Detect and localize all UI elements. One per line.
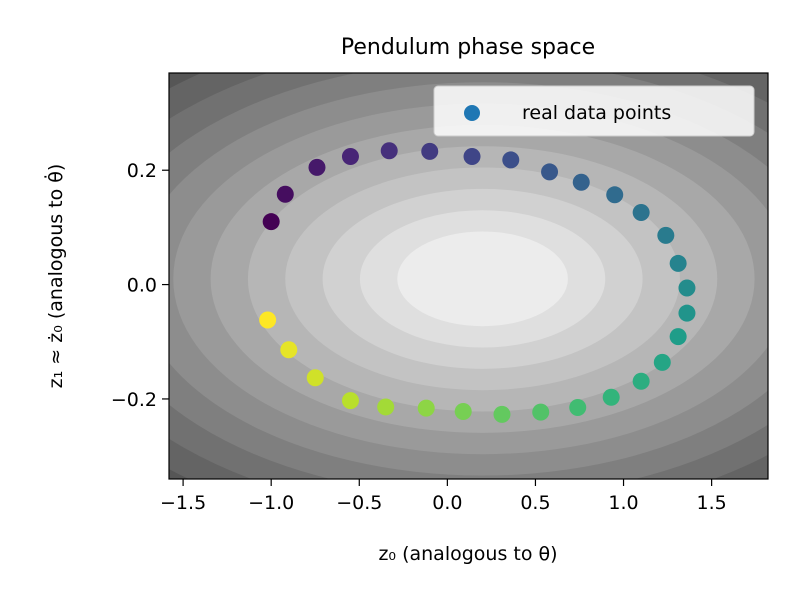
data-point: [572, 173, 590, 191]
data-point: [454, 403, 472, 421]
y-tick-label: 0.0: [127, 275, 157, 297]
data-point: [341, 392, 359, 410]
legend-marker: [464, 105, 480, 121]
x-tick-label: 0.0: [432, 492, 462, 514]
legend-label: real data points: [522, 102, 671, 124]
data-point: [657, 226, 675, 244]
data-point: [463, 147, 481, 165]
data-point: [306, 369, 324, 387]
legend-box: [433, 85, 755, 137]
x-tick-label: −1.5: [160, 492, 206, 514]
y-tick-label: −0.2: [111, 389, 157, 411]
x-tick-label: −0.5: [336, 492, 382, 514]
data-point: [669, 254, 687, 272]
data-point: [308, 158, 326, 176]
data-point: [259, 311, 277, 329]
x-tick-label: 1.5: [697, 492, 727, 514]
data-point: [262, 213, 280, 231]
data-point: [276, 185, 294, 203]
data-point: [602, 388, 620, 406]
y-axis-ticks: −0.2 0.0 0.2: [111, 160, 169, 411]
y-axis-label: z₁ ≈ ż₀ (analogous to θ̇): [43, 164, 67, 389]
data-point: [341, 147, 359, 165]
data-point: [632, 204, 650, 222]
data-point: [502, 151, 520, 169]
x-tick-label: −1.0: [248, 492, 294, 514]
data-point: [678, 279, 696, 297]
data-point: [569, 399, 587, 417]
data-point: [532, 403, 550, 421]
data-point: [653, 353, 671, 371]
x-axis-label: z₀ (analogous to θ): [378, 543, 557, 565]
x-tick-label: 1.0: [608, 492, 638, 514]
y-tick-label: 0.2: [127, 160, 157, 182]
data-point: [606, 186, 624, 204]
data-point: [541, 163, 559, 181]
x-axis-ticks: −1.5 −1.0 −0.5 0.0 0.5 1.0 1.5: [160, 479, 727, 514]
plot-frame: [168, 72, 769, 480]
data-point: [632, 372, 650, 390]
data-point: [380, 142, 398, 160]
contour-level: [397, 231, 568, 327]
data-point: [669, 328, 687, 346]
x-tick-label: 0.5: [520, 492, 550, 514]
data-point: [417, 399, 435, 417]
data-point: [280, 341, 298, 359]
legend: real data points: [433, 85, 755, 137]
data-points: [259, 142, 696, 423]
chart-title: Pendulum phase space: [341, 35, 595, 60]
data-point: [377, 398, 395, 416]
data-point: [678, 304, 696, 322]
data-point: [493, 405, 511, 423]
data-point: [421, 142, 439, 160]
